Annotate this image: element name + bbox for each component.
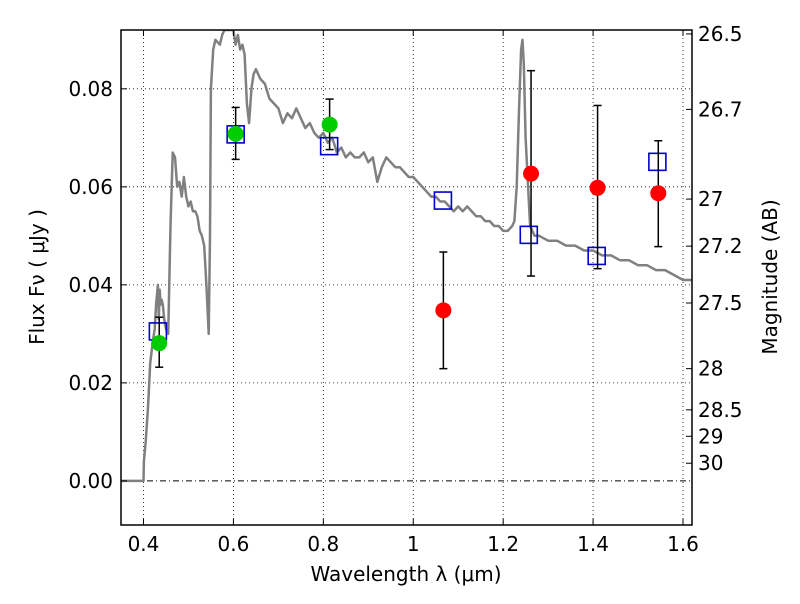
- y-tick-label: 0.04: [68, 273, 113, 297]
- model-photometry-marker: [587, 246, 606, 266]
- observed-flux-point: [589, 179, 606, 196]
- y-tick-label: 0.08: [68, 77, 113, 101]
- observed-flux-point: [435, 302, 452, 319]
- observed-flux-point: [151, 335, 168, 352]
- model-spectrum-layer: [121, 30, 692, 483]
- x-tick-label: 1.2: [487, 532, 519, 556]
- right-axis-label: Magnitude (AB): [758, 199, 782, 354]
- right-tick-label: 28: [698, 357, 723, 381]
- right-tick-label: 30: [698, 451, 723, 475]
- observed-flux-point: [523, 165, 540, 182]
- x-tick-label: 1: [407, 532, 420, 556]
- x-tick-label: 0.4: [128, 532, 160, 556]
- y-tick-label: 0.06: [68, 175, 113, 199]
- plot-frame: [120, 29, 693, 526]
- y-tick-label: 0.02: [68, 371, 113, 395]
- right-tick-label: 28.5: [698, 398, 743, 422]
- y-axis-label: Flux Fν ( μJy ): [25, 209, 49, 345]
- model-photometry-marker: [519, 225, 539, 245]
- observed-flux-point: [227, 125, 244, 142]
- right-tick-label: 27.2: [698, 234, 743, 258]
- right-tick-label: 29: [698, 424, 723, 448]
- observed-flux-point: [650, 185, 667, 202]
- ticks: 0.4 0.6 0.8 1 1.2 1.4 1.6 0.00 0.02 0.04 0.06 0.08 2…: [68, 22, 742, 556]
- model-photometry-marker: [433, 191, 453, 210]
- right-tick-label: 26.5: [698, 22, 743, 46]
- observed-flux-point: [321, 116, 338, 133]
- x-tick-label: 1.4: [577, 532, 609, 556]
- x-tick-label: 1.6: [667, 532, 699, 556]
- model-spectrum-line: [121, 30, 692, 483]
- x-tick-label: 0.6: [217, 532, 249, 556]
- right-tick-label: 26.7: [698, 97, 743, 121]
- marker-layer: [148, 69, 667, 370]
- model-photometry-marker: [648, 152, 667, 172]
- x-axis-label: Wavelength λ (μm): [310, 562, 501, 586]
- right-tick-label: 27.5: [698, 291, 743, 315]
- grid: [121, 30, 692, 525]
- y-tick-label: 0.00: [68, 469, 113, 493]
- right-tick-label: 27: [698, 187, 723, 211]
- x-tick-label: 0.8: [307, 532, 339, 556]
